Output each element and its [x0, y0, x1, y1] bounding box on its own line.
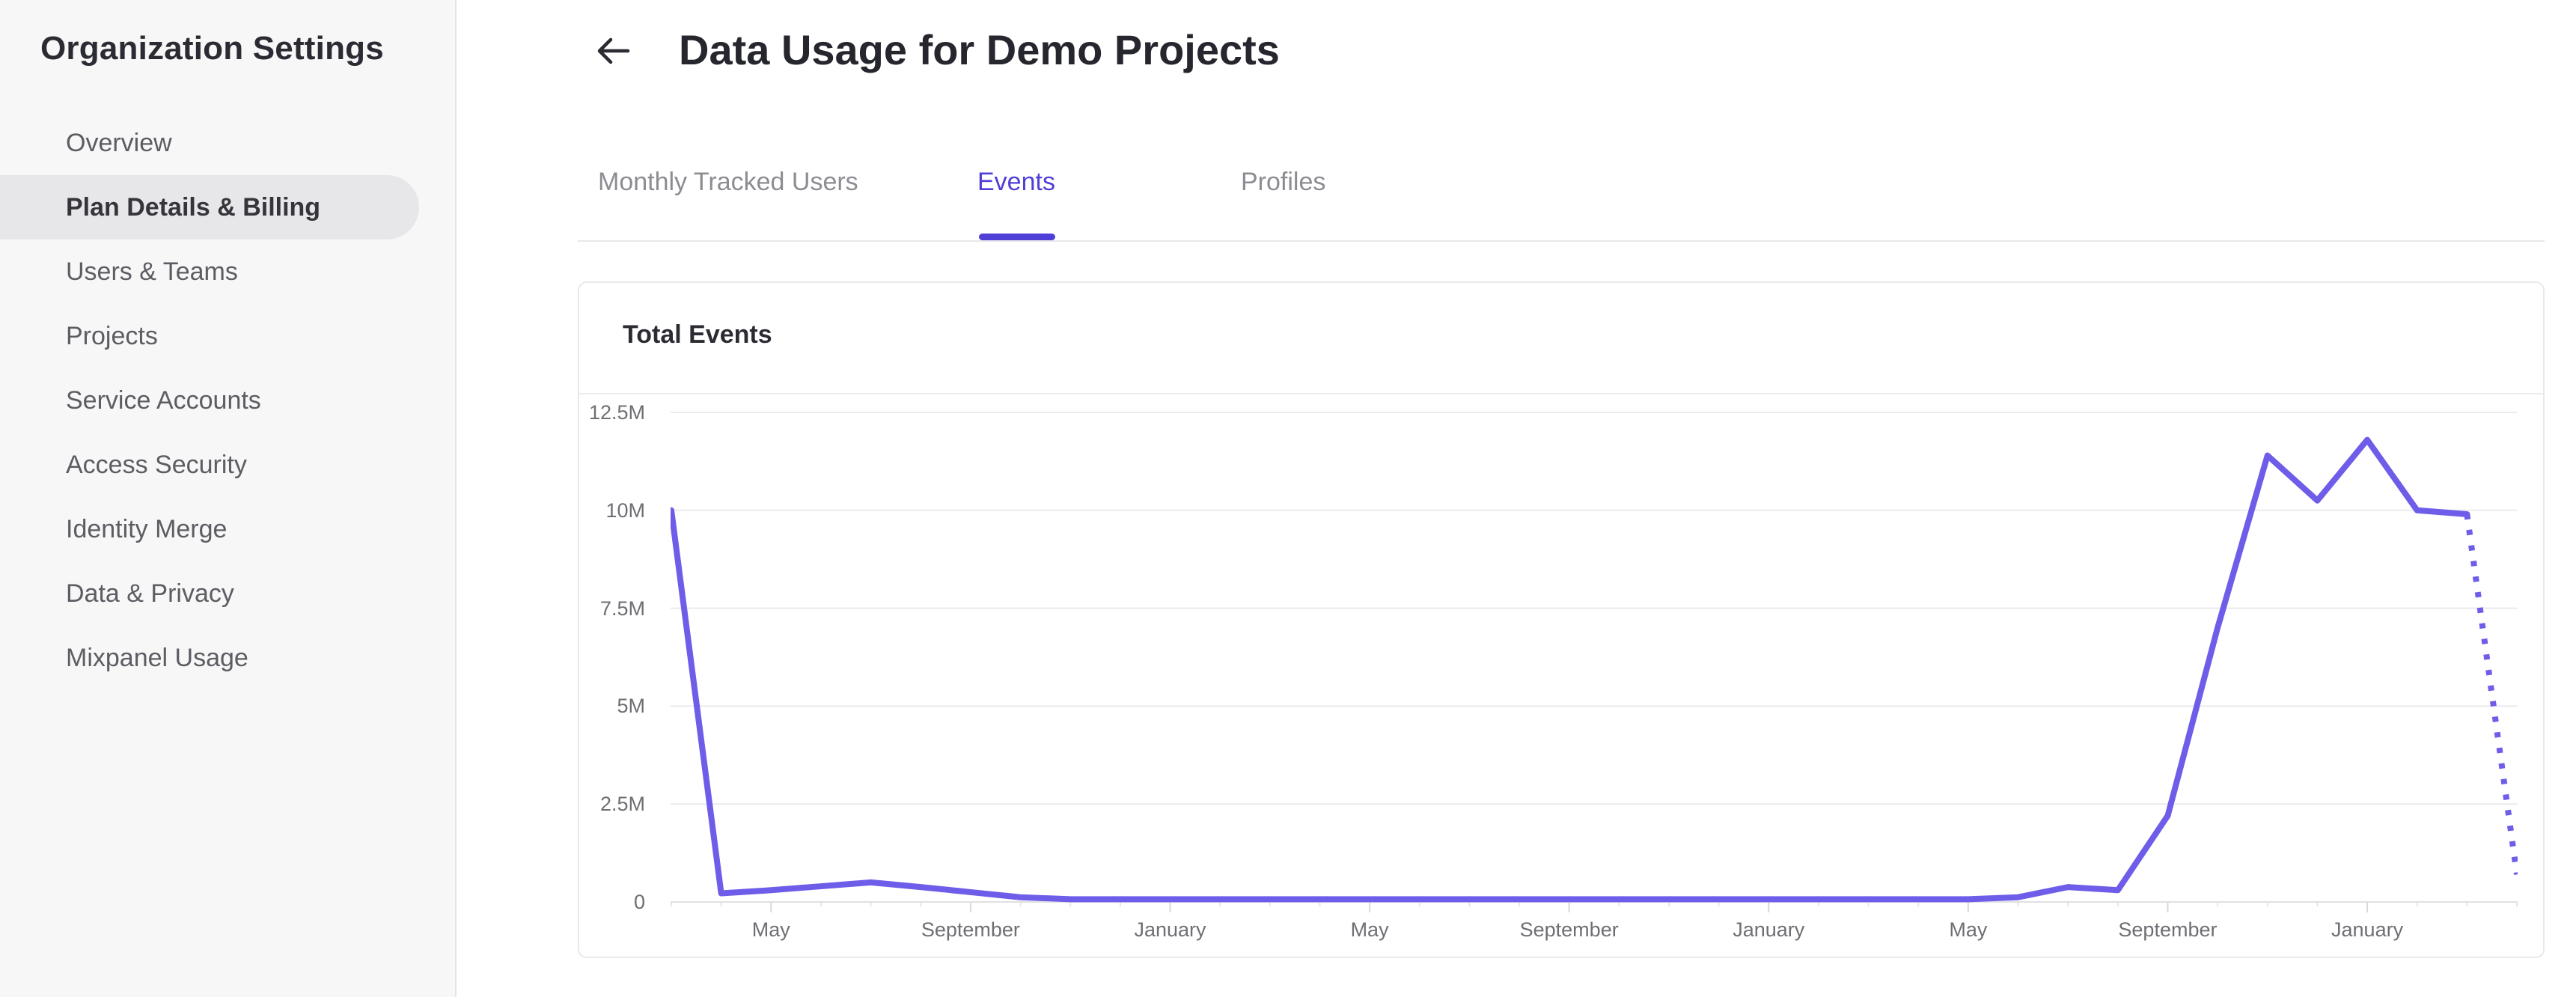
left-arrow-icon [597, 37, 630, 64]
x-axis-label: January [1134, 918, 1206, 941]
events-line-chart [671, 412, 2518, 912]
sidebar-item-identity-merge[interactable]: Identity Merge [66, 515, 228, 543]
back-button[interactable] [593, 30, 635, 72]
sidebar-item-service-accounts[interactable]: Service Accounts [66, 386, 261, 415]
sidebar-item-data-privacy[interactable]: Data & Privacy [66, 579, 234, 608]
tabs-divider [578, 240, 2545, 242]
sidebar-item-mixpanel-usage[interactable]: Mixpanel Usage [66, 644, 248, 672]
settings-nav: Overview Plan Details & Billing Users & … [0, 111, 455, 690]
page-title: Data Usage for Demo Projects [679, 26, 1280, 73]
x-axis-label: January [2331, 918, 2404, 941]
main-content: Data Usage for Demo Projects Monthly Tra… [458, 0, 2576, 997]
y-axis-label: 0 [633, 891, 645, 913]
card-header: Total Events [579, 283, 2543, 394]
sidebar-title: Organization Settings [40, 30, 384, 67]
total-events-card: Total Events [578, 281, 2545, 958]
x-axis-label: May [1949, 918, 1988, 941]
x-axis-label: May [1350, 918, 1389, 941]
settings-sidebar: Organization Settings Overview Plan Deta… [0, 0, 457, 997]
tab-events[interactable]: Events [977, 168, 1055, 196]
y-axis-label: 2.5M [599, 793, 645, 816]
active-tab-underline [979, 234, 1055, 240]
sidebar-item-plan-details-billing[interactable]: Plan Details & Billing [0, 175, 419, 240]
x-axis-label: September [921, 918, 1020, 941]
x-axis-label: May [751, 918, 790, 941]
x-axis-label: September [2118, 918, 2218, 941]
y-axis-label: 10M [605, 498, 645, 522]
sidebar-item-overview[interactable]: Overview [66, 129, 172, 157]
sidebar-item-users-teams[interactable]: Users & Teams [66, 257, 238, 286]
sidebar-item-access-security[interactable]: Access Security [66, 451, 247, 479]
sidebar-item-projects[interactable]: Projects [66, 322, 158, 350]
x-axis-label: January [1733, 918, 1805, 941]
y-axis-label: 7.5M [599, 597, 645, 620]
tab-monthly-tracked-users[interactable]: Monthly Tracked Users [598, 168, 858, 196]
y-axis-label: 12.5M [588, 401, 645, 424]
chart-title: Total Events [623, 320, 772, 349]
y-axis-label: 5M [617, 695, 645, 718]
tab-profiles[interactable]: Profiles [1241, 168, 1326, 196]
x-axis-label: September [1519, 918, 1619, 941]
